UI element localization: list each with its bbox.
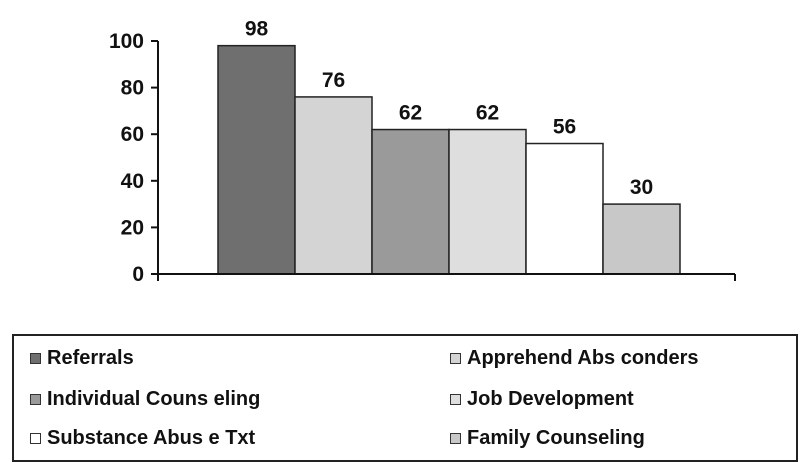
data-label: 62 bbox=[476, 102, 499, 125]
legend-label: Family Counseling bbox=[467, 426, 645, 449]
y-tick-label: 80 bbox=[121, 77, 144, 100]
legend-swatch-icon bbox=[450, 432, 461, 444]
data-label: 30 bbox=[630, 176, 653, 199]
legend-label: Apprehend Abs conders bbox=[467, 346, 699, 369]
bar-chart: 0 20 40 60 80 100 98 76 62 62 56 30 bbox=[109, 18, 736, 286]
legend-item-family-counseling: Family Counseling bbox=[450, 423, 645, 453]
legend: Referrals Apprehend Abs conders Individu… bbox=[12, 334, 798, 462]
legend-label: Referrals bbox=[47, 346, 134, 369]
legend-label: Individual Couns eling bbox=[47, 387, 261, 410]
bar-family-counseling bbox=[602, 203, 681, 275]
legend-swatch-icon bbox=[30, 352, 41, 364]
legend-label: Substance Abus e Txt bbox=[47, 426, 256, 449]
bar-individual-counseling bbox=[371, 128, 450, 275]
y-tick-label: 40 bbox=[121, 170, 144, 193]
legend-item-apprehend-absconders: Apprehend Abs conders bbox=[450, 343, 699, 373]
y-tick-label: 0 bbox=[132, 263, 144, 286]
legend-swatch-icon bbox=[30, 432, 41, 444]
y-tick-label: 60 bbox=[121, 123, 144, 146]
data-label: 56 bbox=[553, 116, 576, 139]
legend-item-substance-abuse-txt: Substance Abus e Txt bbox=[30, 423, 255, 453]
bar-job-development bbox=[448, 128, 527, 275]
bar-apprehend-absconders bbox=[294, 96, 373, 275]
legend-swatch-icon bbox=[450, 393, 461, 405]
legend-swatch-icon bbox=[30, 393, 41, 405]
legend-swatch-icon bbox=[450, 352, 461, 364]
x-axis bbox=[157, 273, 736, 281]
y-axis: 0 20 40 60 80 100 bbox=[109, 30, 159, 286]
legend-label: Job Development bbox=[467, 387, 634, 410]
legend-item-job-development: Job Development bbox=[450, 384, 634, 414]
bars bbox=[217, 44, 681, 275]
data-label: 76 bbox=[322, 69, 345, 92]
data-labels: 98 76 62 62 56 30 bbox=[245, 18, 653, 199]
y-tick-label: 100 bbox=[109, 30, 144, 53]
data-label: 98 bbox=[245, 18, 269, 41]
data-label: 62 bbox=[399, 102, 422, 125]
legend-item-referrals: Referrals bbox=[30, 343, 134, 373]
bar-referrals bbox=[217, 44, 296, 275]
bar-substance-abuse-txt bbox=[525, 142, 604, 275]
legend-item-individual-counseling: Individual Couns eling bbox=[30, 384, 260, 414]
y-tick-label: 20 bbox=[121, 216, 144, 239]
